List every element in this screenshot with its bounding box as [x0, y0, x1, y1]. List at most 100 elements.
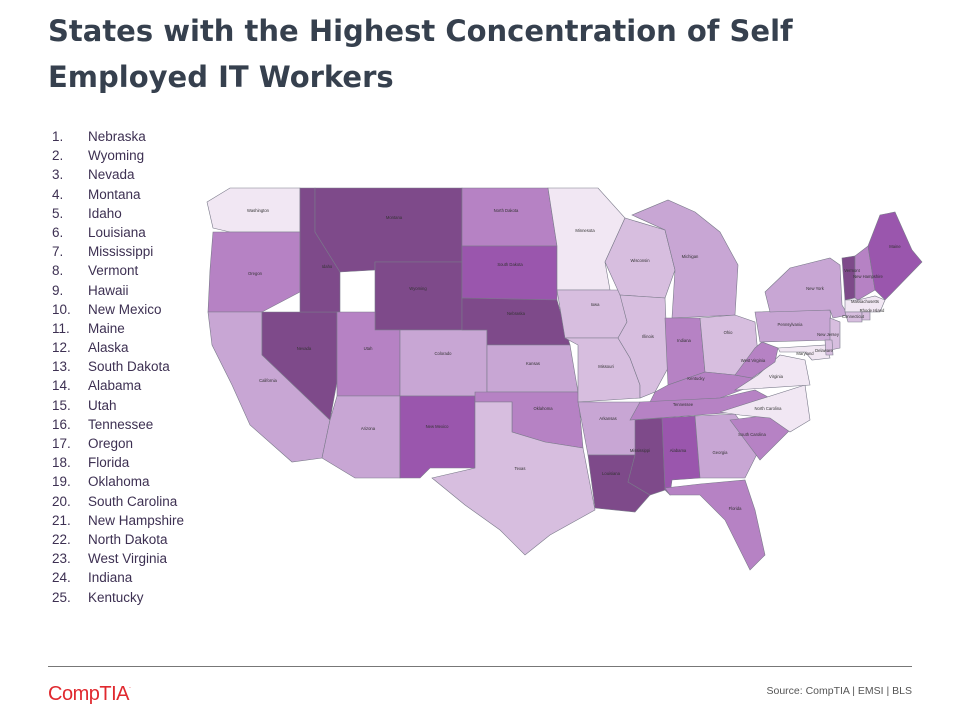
list-item: 15. Utah	[52, 396, 184, 415]
rank-number: 19.	[52, 474, 71, 490]
state-shapes	[206, 187, 923, 571]
state-label: Maryland	[796, 351, 814, 356]
rank-number: 22.	[52, 531, 71, 547]
rank-number: 17.	[52, 436, 71, 451]
state-label: New Jersey	[817, 332, 840, 337]
state-name: New Mexico	[88, 301, 162, 317]
list-item: 20. South Carolina	[52, 492, 184, 511]
list-item: 7. Mississippi	[52, 242, 184, 261]
footer-divider	[48, 666, 912, 667]
state-name: New Hampshire	[88, 512, 185, 528]
state-label: Illinois	[642, 334, 654, 339]
state-name: Tennessee	[88, 416, 154, 432]
state-label: Arkansas	[599, 416, 616, 421]
state-new-mexico	[399, 395, 476, 479]
list-item: 3. Nevada	[52, 165, 184, 184]
state-label: New York	[806, 286, 825, 291]
state-label: Rhode Island	[860, 308, 885, 313]
state-label: Montana	[386, 215, 403, 220]
rank-number: 6.	[52, 224, 64, 240]
state-label: Idaho	[322, 264, 333, 269]
state-name: Kentucky	[88, 589, 144, 605]
state-name: Maine	[88, 320, 125, 336]
state-name: Florida	[88, 455, 130, 471]
state-label: Kentucky	[687, 376, 705, 381]
state-label: Colorado	[435, 351, 453, 356]
logo-wordmark: CompTIA	[48, 683, 129, 705]
rank-number: 3.	[52, 167, 64, 183]
state-kansas	[486, 344, 579, 393]
state-name: Wyoming	[88, 148, 145, 164]
state-label: Michigan	[682, 254, 699, 259]
ranking-list: 1. Nebraska 2. Wyoming 3. Nevada 4. Montana …	[52, 127, 184, 607]
source-note: Source: CompTIA | EMSI | BLS	[766, 685, 912, 697]
list-item: 19. Oklahoma	[52, 472, 184, 491]
state-labels: Washington Oregon California Nevada Idah…	[247, 208, 901, 511]
state-label: Pennsylvania	[778, 322, 804, 327]
state-name: Utah	[88, 397, 117, 413]
state-label: Iowa	[591, 302, 601, 307]
state-arizona	[321, 395, 401, 479]
rank-number: 9.	[52, 282, 64, 298]
list-item: 10. New Mexico	[52, 300, 184, 319]
state-name: South Dakota	[88, 359, 170, 375]
state-label: New Hampshire	[853, 274, 883, 279]
list-item: 14. Alabama	[52, 376, 184, 395]
rank-number: 18.	[52, 455, 71, 471]
state-label: Nebraska	[507, 311, 526, 316]
state-label: Louisiana	[602, 471, 621, 476]
state-delaware	[824, 339, 834, 356]
list-item: 1. Nebraska	[52, 127, 184, 146]
state-label: Texas	[515, 466, 526, 471]
rank-number: 24.	[52, 570, 71, 586]
state-label: South Dakota	[497, 262, 523, 267]
state-name: Oklahoma	[88, 474, 150, 490]
rank-number: 7.	[52, 244, 64, 260]
state-name: Nebraska	[88, 129, 146, 144]
state-name: Montana	[88, 186, 141, 202]
list-item: 6. Louisiana	[52, 223, 184, 242]
state-name: Louisiana	[88, 224, 146, 240]
list-item: 22. North Dakota	[52, 530, 184, 549]
rank-number: 20.	[52, 493, 71, 509]
list-item: 12. Alaska	[52, 338, 184, 357]
state-rhode-island	[861, 311, 871, 321]
list-item: 9. Hawaii	[52, 281, 184, 300]
state-name: Indiana	[88, 570, 133, 586]
state-label: Virginia	[769, 374, 784, 379]
rank-number: 2.	[52, 148, 64, 164]
state-label: Ohio	[724, 330, 734, 335]
list-item: 2. Wyoming	[52, 146, 184, 165]
state-alabama	[661, 415, 701, 496]
state-name: Vermont	[88, 263, 139, 279]
state-label: North Dakota	[494, 208, 519, 213]
state-label: Missouri	[598, 364, 614, 369]
state-label: Arizona	[361, 426, 376, 431]
state-name: Idaho	[88, 205, 122, 221]
state-minnesota	[547, 187, 626, 291]
rank-number: 23.	[52, 551, 71, 567]
state-florida	[664, 479, 766, 571]
list-item: 11. Maine	[52, 319, 184, 338]
state-label: South Carolina	[738, 432, 766, 437]
state-label: Oregon	[248, 271, 263, 276]
page-title: States with the Highest Concentration of…	[48, 14, 793, 94]
state-label: Massachusetts	[851, 299, 879, 304]
list-item: 18. Florida	[52, 453, 184, 472]
state-label: Florida	[729, 506, 742, 511]
state-label: Kansas	[526, 361, 540, 366]
state-name: Mississippi	[88, 244, 154, 260]
state-label: West Virginia	[741, 358, 766, 363]
state-label: New Mexico	[426, 424, 449, 429]
state-name: Alabama	[88, 378, 142, 394]
rank-number: 21.	[52, 512, 71, 528]
state-label: Connecticut	[842, 314, 865, 319]
state-name: Alaska	[88, 340, 129, 356]
state-wyoming	[374, 261, 463, 331]
state-iowa	[556, 289, 628, 339]
rank-number: 15.	[52, 397, 71, 413]
list-item: 4. Montana	[52, 185, 184, 204]
rank-number: 5.	[52, 205, 64, 221]
list-item: 24. Indiana	[52, 568, 184, 587]
state-label: Tennessee	[673, 402, 694, 407]
